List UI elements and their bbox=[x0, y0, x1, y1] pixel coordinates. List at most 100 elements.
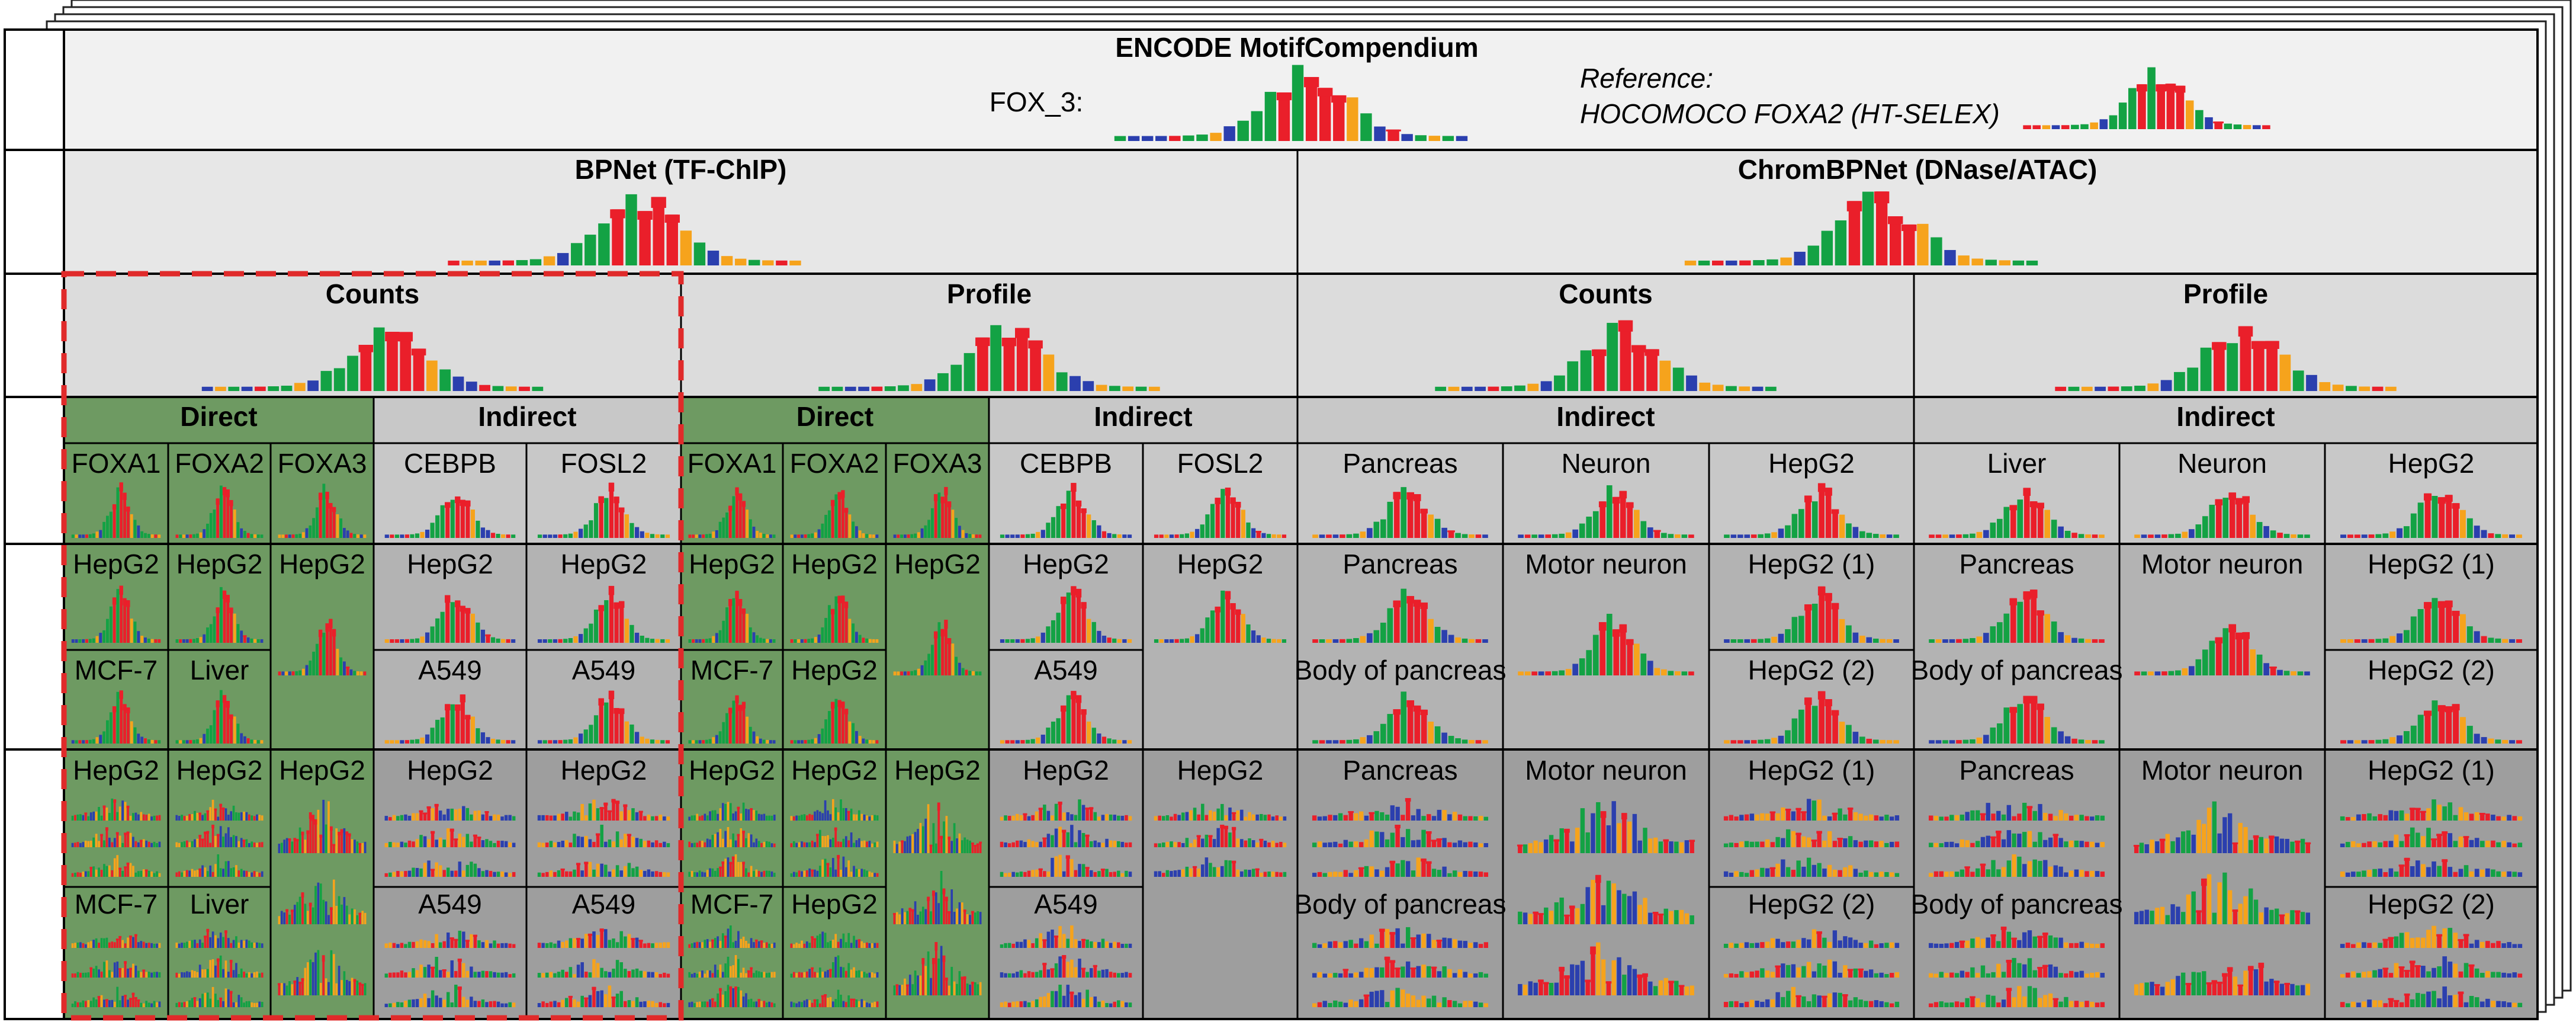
logo-letter bbox=[714, 1001, 717, 1007]
logo-letter bbox=[1591, 813, 1595, 853]
logo-letter bbox=[1462, 534, 1468, 538]
logo-letter-cap bbox=[144, 869, 148, 872]
logo-letter bbox=[814, 532, 817, 538]
logo-letter bbox=[1358, 972, 1364, 978]
logo-letter bbox=[224, 930, 227, 948]
logo-letter bbox=[871, 943, 873, 948]
logo-letter bbox=[291, 671, 295, 675]
logo-letter bbox=[1312, 842, 1317, 847]
logo-letter bbox=[2485, 813, 2490, 821]
logo-letter-cap bbox=[1436, 838, 1443, 841]
logo-letter bbox=[1452, 812, 1457, 821]
logo-letter bbox=[1020, 534, 1025, 538]
logo-letter bbox=[2459, 614, 2466, 643]
logo-letter-cap bbox=[115, 832, 119, 835]
logo-letter bbox=[1081, 938, 1085, 948]
logo-letter bbox=[1880, 739, 1886, 744]
logo-letter bbox=[917, 975, 919, 995]
logo-letter bbox=[2512, 944, 2517, 948]
logo-letter bbox=[2421, 864, 2426, 877]
logo-letter bbox=[1154, 871, 1158, 877]
logo-letter-cap bbox=[2133, 845, 2140, 847]
logo-letter bbox=[811, 739, 814, 744]
logo-letter bbox=[840, 938, 842, 948]
logo-letter bbox=[647, 943, 651, 948]
highlight-overlay bbox=[61, 271, 684, 1021]
logo-letter-cap bbox=[204, 831, 207, 834]
logo-letter-cap bbox=[821, 995, 824, 998]
logo-letter bbox=[1944, 1002, 1949, 1007]
logo-letter bbox=[189, 534, 192, 538]
logo-letter bbox=[565, 972, 568, 978]
logo-letter bbox=[1173, 842, 1177, 847]
logo-letter bbox=[1473, 942, 1478, 948]
logo-letter-cap bbox=[2235, 498, 2243, 505]
logo-letter bbox=[706, 870, 709, 877]
logo-letter-cap bbox=[129, 967, 132, 970]
logo-letter bbox=[734, 811, 737, 821]
logo-letter bbox=[1154, 843, 1158, 847]
pattern-label: Motor neuron bbox=[2141, 755, 2304, 786]
logo-letter bbox=[1884, 872, 1889, 877]
logo-letter bbox=[442, 999, 446, 1007]
pattern-motif-logo bbox=[1000, 854, 1132, 877]
logo-letter bbox=[1261, 637, 1266, 643]
logo-letter bbox=[1817, 995, 1822, 1007]
logo-letter bbox=[108, 813, 111, 821]
logo-letter-cap bbox=[1042, 837, 1047, 840]
logo-letter bbox=[103, 805, 105, 821]
logo-letter bbox=[2347, 639, 2353, 643]
logo-letter bbox=[182, 534, 185, 538]
logo-letter bbox=[1354, 813, 1358, 821]
logo-letter bbox=[1852, 527, 1859, 538]
logo-letter bbox=[1097, 733, 1101, 744]
logo-letter bbox=[75, 534, 78, 538]
logo-letter bbox=[191, 940, 194, 948]
logo-letter bbox=[1986, 803, 1990, 821]
logo-letter bbox=[1688, 534, 1694, 538]
logo-letter bbox=[709, 868, 711, 877]
logo-letter-cap bbox=[742, 861, 745, 864]
logo-letter bbox=[619, 962, 623, 978]
logo-letter bbox=[1798, 616, 1804, 643]
logo-letter bbox=[1074, 815, 1078, 821]
logo-letter bbox=[2048, 935, 2053, 948]
logo-letter bbox=[757, 971, 760, 978]
logo-letter bbox=[2437, 998, 2442, 1007]
logo-letter bbox=[2295, 910, 2300, 924]
logo-letter bbox=[1043, 805, 1046, 821]
logo-letter bbox=[745, 941, 747, 948]
logo-letter bbox=[1538, 979, 1543, 995]
logo-letter bbox=[2160, 906, 2165, 924]
logo-letter bbox=[537, 534, 542, 538]
logo-letter bbox=[807, 534, 811, 538]
logo-letter bbox=[1875, 191, 1888, 265]
logo-letter bbox=[1690, 915, 1694, 924]
logo-letter bbox=[1853, 840, 1858, 847]
logo-letter bbox=[1801, 996, 1806, 1007]
logo-letter bbox=[2496, 1001, 2501, 1007]
logo-letter bbox=[1112, 638, 1117, 643]
logo-letter bbox=[465, 970, 470, 978]
logo-letter bbox=[2061, 125, 2070, 129]
logo-letter bbox=[635, 997, 639, 1007]
logo-letter bbox=[1385, 928, 1390, 948]
logo-letter bbox=[1991, 972, 1996, 978]
logo-letter bbox=[211, 986, 214, 1007]
logo-letter bbox=[561, 868, 564, 877]
logo-letter bbox=[1027, 839, 1031, 847]
logo-letter bbox=[1538, 671, 1544, 675]
logo-letter bbox=[798, 1001, 801, 1007]
logo-letter bbox=[196, 870, 199, 877]
logo-letter-cap bbox=[1652, 912, 1659, 914]
logo-letter bbox=[573, 737, 578, 744]
logo-letter bbox=[1105, 1002, 1109, 1007]
logo-letter-cap bbox=[332, 629, 336, 637]
logo-letter bbox=[2031, 501, 2037, 538]
logo-letter bbox=[2003, 613, 2010, 643]
logo-letter bbox=[1263, 872, 1267, 877]
logo-letter bbox=[288, 671, 291, 675]
logo-letter bbox=[1758, 639, 1764, 643]
logo-letter-cap bbox=[311, 815, 315, 821]
logo-letter bbox=[2053, 834, 2058, 847]
